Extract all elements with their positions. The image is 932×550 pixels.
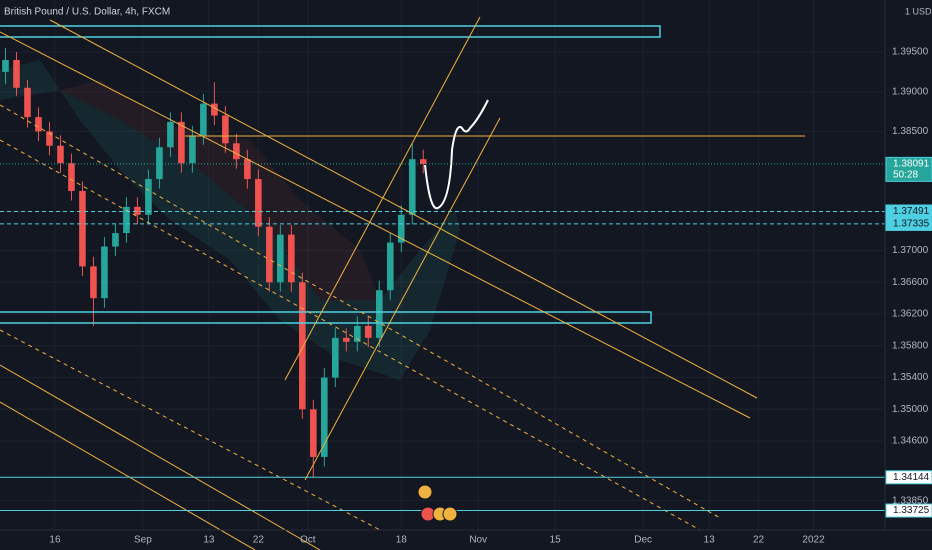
candle-body — [46, 131, 53, 146]
x-tick-label: Sep — [134, 535, 152, 546]
trend-line — [0, 104, 721, 519]
x-tick-label: 22 — [253, 535, 265, 546]
y-tick-label: 1.39500 — [892, 47, 929, 58]
price-label: 1.34144 — [893, 472, 930, 483]
candle-body — [310, 409, 317, 457]
candle-body — [397, 214, 405, 243]
candle-body — [419, 159, 427, 164]
event-icon[interactable] — [417, 484, 433, 500]
candle-body — [156, 147, 163, 180]
candle-body — [343, 337, 350, 342]
candle-body — [244, 159, 251, 180]
cloud — [60, 80, 380, 300]
y-tick-label: 1.37000 — [892, 245, 929, 256]
candle-body — [167, 121, 174, 148]
candle-body — [255, 179, 262, 227]
trend-line — [0, 364, 321, 550]
candle-body — [277, 234, 284, 283]
y-tick-label: 1.36200 — [892, 309, 929, 320]
candle-body — [354, 325, 361, 342]
candle-body — [145, 179, 152, 215]
countdown: 50:28 — [893, 170, 918, 181]
candle-body — [101, 246, 108, 299]
zone-rect — [0, 25, 661, 38]
price-label: 1.37491 — [893, 206, 930, 217]
candle-body — [178, 121, 185, 164]
x-tick-label: 18 — [396, 535, 408, 546]
price-label-box — [885, 470, 932, 485]
x-tick-label: Nov — [469, 535, 487, 546]
candle-body — [233, 143, 240, 160]
candle-body — [134, 206, 141, 215]
y-tick-label: 1.33850 — [892, 495, 929, 506]
y-tick-label: 1.34600 — [892, 436, 929, 447]
trend-line — [0, 401, 256, 550]
trend-line — [49, 19, 758, 399]
candles — [2, 48, 427, 478]
candle-body — [200, 103, 207, 136]
trend-line — [0, 31, 751, 419]
x-tick-label: 2022 — [802, 535, 825, 546]
candle-body — [112, 233, 119, 247]
candle-body — [2, 59, 9, 72]
price-label-box — [885, 503, 932, 518]
y-tick-label: 1.38500 — [892, 126, 929, 137]
trend-line — [304, 117, 501, 481]
candle-body — [321, 377, 328, 457]
y-tick-label: 1.35800 — [892, 340, 929, 351]
projection-path — [424, 99, 489, 210]
price-label: 1.33725 — [893, 505, 930, 516]
y-tick-label: 1.35400 — [892, 372, 929, 383]
axes: 1.39500 1.39000 1.38500 1.37000 1.36600 1.362… — [49, 47, 928, 546]
price-label: 1.37335 — [893, 219, 930, 230]
candle-body — [57, 145, 64, 164]
candle-body — [79, 190, 86, 267]
x-tick-label: Oct — [300, 535, 316, 546]
candle-body — [222, 115, 229, 144]
x-tick-label: 16 — [49, 535, 61, 546]
candle-body — [288, 234, 295, 283]
chart-title: British Pound / U.S. Dollar, 4h, FXCM — [4, 7, 170, 18]
candle-body — [332, 337, 339, 378]
x-tick-label: Dec — [634, 535, 652, 546]
candle-body — [386, 242, 394, 291]
candle-body — [68, 163, 75, 191]
price-label-box — [885, 156, 932, 182]
y-tick-label: 1.36600 — [892, 277, 929, 288]
candle-body — [24, 87, 31, 118]
trend-lines — [0, 16, 805, 550]
cloud — [0, 60, 460, 380]
price-label-box — [885, 216, 932, 231]
candle-body — [189, 135, 196, 164]
candle-body — [408, 159, 416, 215]
candle-body — [299, 282, 306, 410]
candle-body — [123, 206, 130, 234]
x-tick-label: 15 — [550, 535, 562, 546]
x-tick-label: 13 — [704, 535, 716, 546]
y-tick-label: 1.35000 — [892, 404, 929, 415]
candle-body — [90, 266, 97, 299]
x-tick-label: 13 — [203, 535, 215, 546]
zone-rect — [0, 311, 652, 324]
event-icon[interactable] — [442, 506, 458, 522]
x-tick-label: 22 — [753, 535, 765, 546]
candle-body — [375, 290, 383, 338]
candle-body — [266, 226, 273, 283]
candle-body — [364, 325, 372, 338]
trend-line — [0, 139, 701, 531]
price-label: 1.38091 — [893, 159, 930, 170]
y-tick-label: 1.39000 — [892, 86, 929, 97]
candle-body — [13, 59, 20, 88]
grid — [0, 0, 885, 530]
candle-body — [35, 117, 42, 132]
candle-body — [211, 103, 218, 116]
trend-line — [284, 16, 481, 381]
unit-label: 1 USD — [905, 6, 932, 16]
